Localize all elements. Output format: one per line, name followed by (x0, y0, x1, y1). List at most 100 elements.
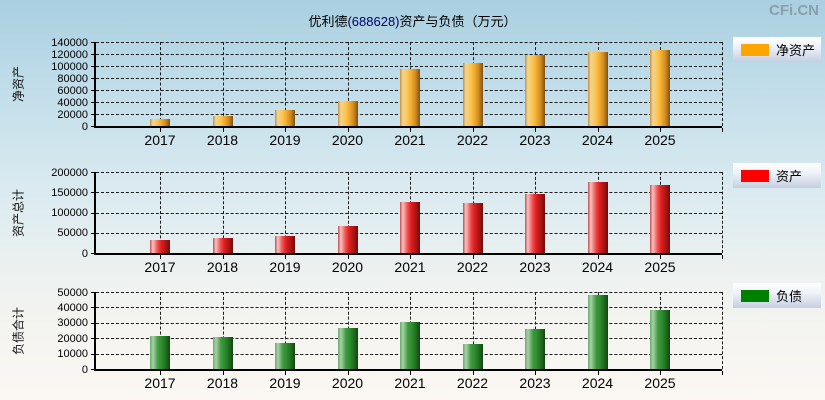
total-liabilities-xtick-2018 (222, 371, 224, 375)
net-assets-bar-2021 (400, 69, 420, 126)
total-assets-ytick-200000 (91, 172, 96, 173)
net-assets-xtick-2025 (660, 128, 661, 132)
total-assets-year-label-2023: 2023 (519, 259, 551, 275)
total-liabilities-gridline-y50000 (96, 292, 722, 293)
total-liabilities-ytick-0 (91, 369, 96, 370)
total-assets-xtick-2018 (222, 255, 224, 259)
net-assets-ytick-label-60000: 60000 (57, 84, 88, 97)
chart-title: 优利德(688628)资产与负债（万元） (0, 11, 825, 30)
net-assets-bar-2025 (650, 50, 670, 126)
net-assets-ytick-120000 (91, 54, 96, 55)
net-assets-plot-right-edge (722, 42, 723, 126)
net-assets-xtick-2019 (285, 128, 286, 132)
net-assets-ytick-100000 (91, 66, 96, 67)
net-assets-year-label-2025: 2025 (644, 132, 676, 148)
net-assets-year-label-2023: 2023 (519, 132, 551, 148)
total-assets-bar-2024 (587, 182, 608, 253)
net-assets-year-label-2024: 2024 (581, 132, 614, 148)
net-assets-ytick-140000 (91, 42, 96, 43)
total-liabilities-ytick-10000 (91, 353, 96, 355)
net-assets-ytick-60000 (91, 90, 96, 91)
net-assets-gridline-x-2017 (160, 42, 161, 126)
total-assets-xtick-2020 (347, 255, 349, 259)
net-assets-ytick-40000 (91, 102, 96, 103)
total-liabilities-ytick-label-30000: 30000 (57, 317, 88, 330)
net-assets-ytick-label-40000: 40000 (57, 96, 88, 109)
total-assets-bar-2022 (462, 203, 483, 253)
total-assets-bar-2025 (650, 184, 670, 253)
total-assets-year-label-2018: 2018 (206, 259, 239, 275)
total-liabilities-ytick-50000 (91, 292, 96, 293)
net-assets-gridline-x-2020 (347, 42, 349, 126)
legend-swatch-net-assets-icon (741, 43, 769, 56)
total-assets-year-label-2022: 2022 (456, 259, 489, 275)
legend-assets: 资产 (733, 163, 821, 188)
total-assets-plot-right-edge (722, 172, 723, 253)
total-assets-year-label-2019: 2019 (269, 259, 301, 275)
total-assets-ytick-label-150000: 150000 (51, 186, 88, 199)
net-assets-gridline-y140000 (96, 42, 722, 43)
total-assets-xtick-2019 (285, 255, 286, 259)
total-assets-year-label-2021: 2021 (394, 259, 426, 275)
total-assets-ytick-150000 (91, 192, 96, 194)
net-assets-year-label-2018: 2018 (206, 132, 239, 148)
total-liabilities-xtick-2022 (472, 371, 474, 375)
total-liabilities-gridline-x-2018 (222, 292, 224, 369)
net-assets-x-axis (94, 126, 722, 128)
total-liabilities-xtick-end (722, 371, 723, 375)
total-assets-xtick-end (722, 255, 723, 259)
total-assets-xtick-2025 (660, 255, 661, 259)
total-liabilities-gridline-x-2022 (472, 292, 474, 369)
total-assets-bar-2017 (150, 240, 170, 253)
total-assets-bar-2023 (525, 193, 545, 253)
total-liabilities-x-axis (94, 369, 722, 371)
net-assets-ytick-label-0: 0 (81, 120, 88, 133)
total-liabilities-xtick-2017 (160, 371, 161, 375)
total-liabilities-bar-2025 (650, 310, 670, 369)
net-assets-xtick-end (722, 128, 723, 132)
net-assets-xtick-2018 (222, 128, 224, 132)
total-liabilities-gridline-x-2017 (160, 292, 161, 369)
total-assets-year-label-2024: 2024 (581, 259, 614, 275)
net-assets-year-label-2019: 2019 (269, 132, 301, 148)
total-liabilities-year-label-2018: 2018 (206, 375, 239, 391)
net-assets-xtick-2023 (535, 128, 536, 132)
total-liabilities-gridline-y40000 (96, 307, 722, 309)
net-assets-xtick-2021 (410, 128, 411, 132)
total-assets-bar-2019 (275, 235, 295, 253)
legend-net-assets: 净资产 (733, 37, 821, 62)
total-liabilities-year-label-2021: 2021 (394, 375, 426, 391)
net-assets-bar-2019 (275, 109, 295, 126)
total-assets-ytick-50000 (91, 232, 96, 234)
net-assets-ytick-80000 (91, 78, 96, 79)
total-liabilities-xtick-2023 (535, 371, 536, 375)
net-assets-gridline-x-2018 (222, 42, 224, 126)
total-liabilities-y-axis (94, 292, 96, 371)
total-liabilities-year-label-2025: 2025 (644, 375, 676, 391)
total-liabilities-ytick-20000 (91, 338, 96, 340)
total-liabilities-ytick-label-50000: 50000 (57, 286, 88, 299)
net-assets-bar-2024 (587, 51, 608, 126)
total-assets-bar-2020 (337, 225, 358, 253)
total-assets-gridline-x-2019 (285, 172, 286, 253)
total-liabilities-year-label-2024: 2024 (581, 375, 614, 391)
total-liabilities-year-label-2023: 2023 (519, 375, 551, 391)
net-assets-ytick-20000 (91, 114, 96, 115)
net-assets-bar-2023 (525, 55, 545, 126)
total-assets-year-label-2025: 2025 (644, 259, 676, 275)
total-assets-bar-2021 (400, 202, 420, 253)
legend-label-liabilities: 负债 (776, 289, 803, 304)
net-assets-ytick-label-80000: 80000 (57, 72, 88, 85)
total-assets-y-axis (94, 172, 96, 255)
legend-label-assets: 资产 (776, 169, 803, 184)
total-liabilities-ytick-label-0: 0 (81, 363, 88, 376)
net-assets-year-label-2017: 2017 (144, 132, 176, 148)
total-liabilities-bar-2021 (400, 322, 420, 369)
total-liabilities-bar-2018 (212, 336, 233, 369)
total-assets-gridline-y200000 (96, 172, 722, 173)
total-assets-gridline-x-2018 (222, 172, 224, 253)
title-suffix: 资产与负债（万元） (399, 14, 517, 29)
net-assets-bar-2020 (337, 100, 358, 126)
total-assets-ytick-label-100000: 100000 (51, 207, 88, 219)
net-assets-xtick-2022 (472, 128, 474, 132)
